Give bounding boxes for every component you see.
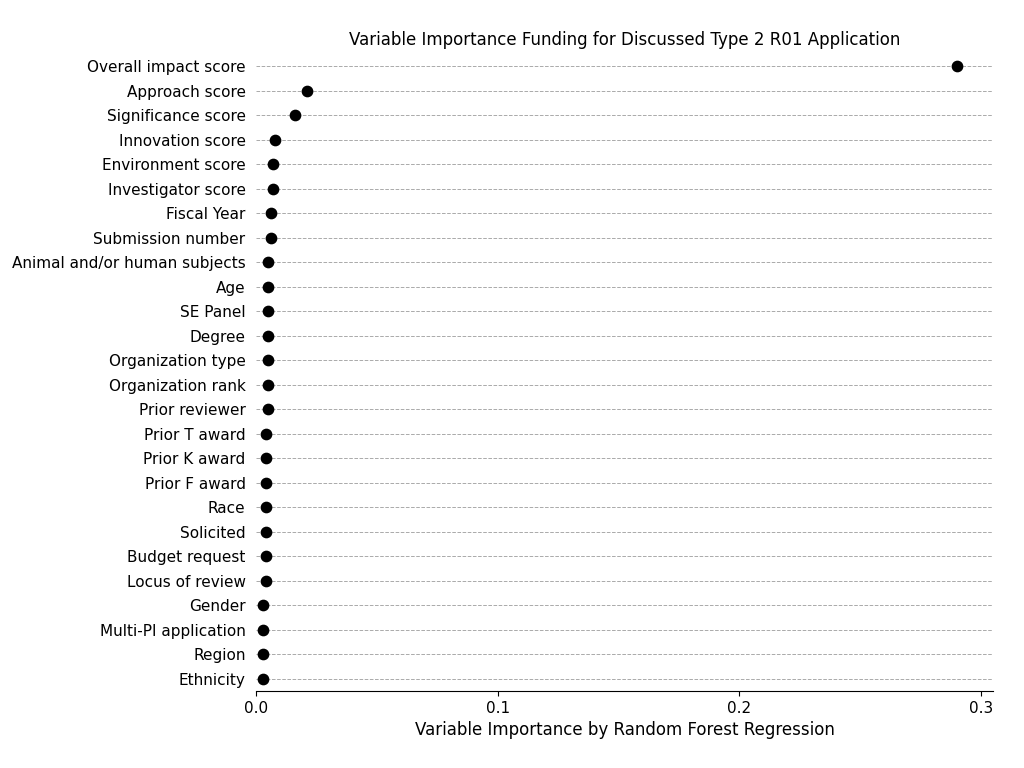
Point	[260, 403, 276, 415]
Point	[257, 550, 273, 562]
Point	[265, 158, 282, 170]
Point	[255, 599, 271, 611]
Point	[255, 648, 271, 660]
Point	[257, 525, 273, 538]
Point	[257, 574, 273, 587]
Point	[257, 502, 273, 514]
Point	[257, 428, 273, 440]
Point	[260, 280, 276, 293]
X-axis label: Variable Importance by Random Forest Regression: Variable Importance by Random Forest Reg…	[415, 721, 835, 740]
Point	[267, 134, 284, 146]
Point	[260, 256, 276, 268]
Point	[257, 452, 273, 465]
Point	[265, 183, 282, 195]
Point	[260, 354, 276, 366]
Point	[287, 109, 303, 121]
Title: Variable Importance Funding for Discussed Type 2 R01 Application: Variable Importance Funding for Discusse…	[349, 31, 900, 49]
Point	[257, 477, 273, 489]
Point	[299, 84, 315, 97]
Point	[262, 207, 279, 219]
Point	[949, 60, 966, 72]
Point	[255, 673, 271, 685]
Point	[262, 231, 279, 243]
Point	[260, 305, 276, 317]
Point	[260, 329, 276, 342]
Point	[260, 379, 276, 391]
Point	[255, 624, 271, 636]
